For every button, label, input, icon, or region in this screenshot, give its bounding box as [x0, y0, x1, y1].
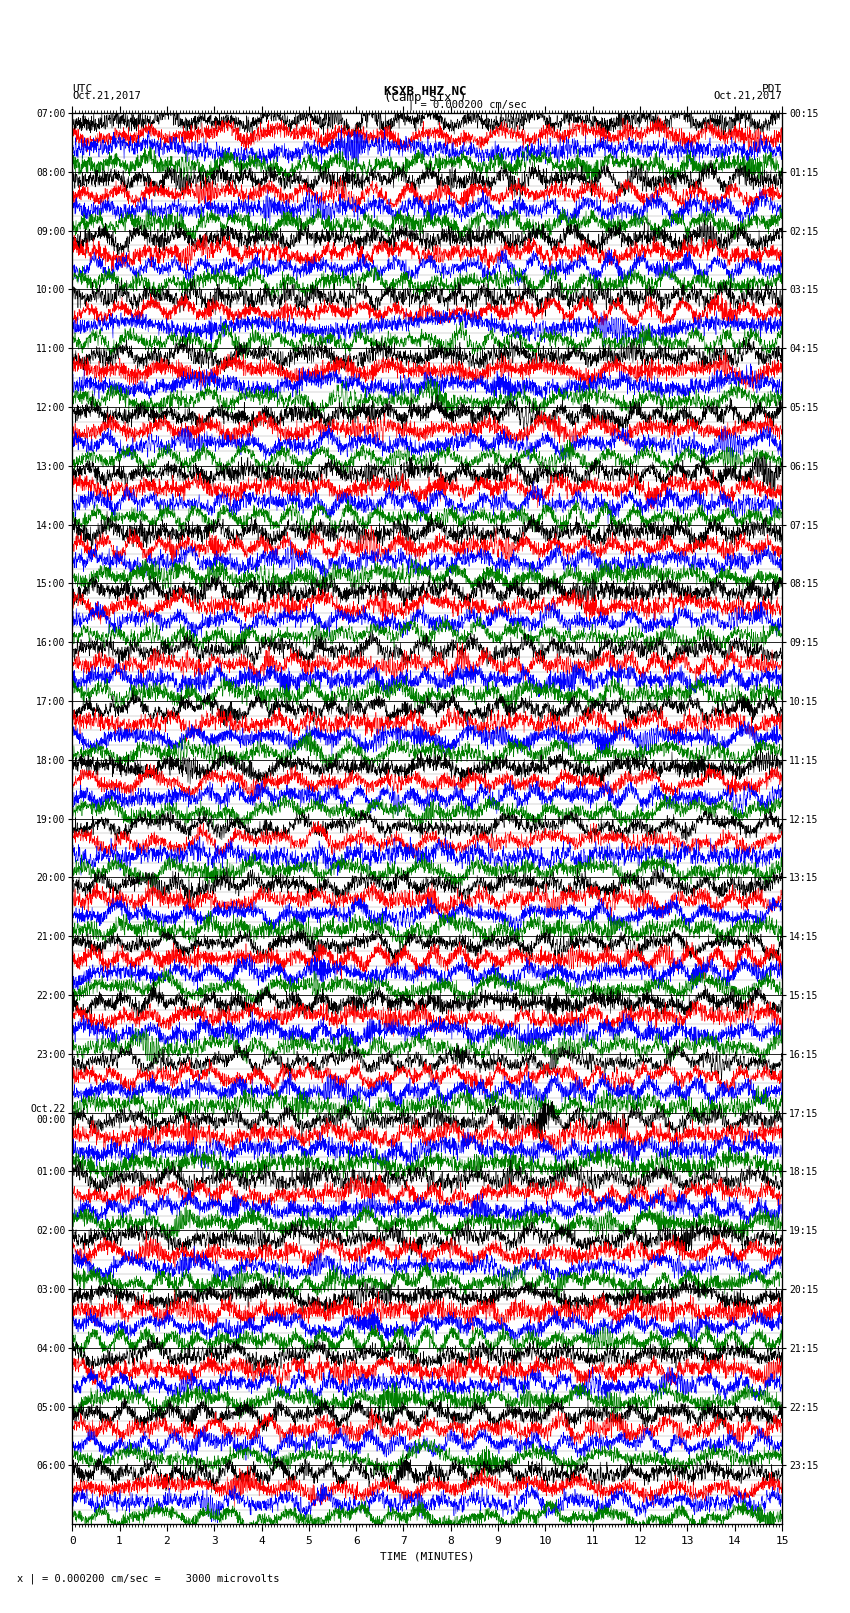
Text: PDT: PDT [762, 84, 782, 94]
X-axis label: TIME (MINUTES): TIME (MINUTES) [380, 1552, 474, 1561]
Text: UTC: UTC [72, 84, 93, 94]
Text: Oct.21,2017: Oct.21,2017 [72, 90, 141, 100]
Text: KSXB HHZ NC: KSXB HHZ NC [383, 84, 467, 97]
Text: x | = 0.000200 cm/sec =    3000 microvolts: x | = 0.000200 cm/sec = 3000 microvolts [17, 1573, 280, 1584]
Text: Oct.21,2017: Oct.21,2017 [713, 90, 782, 100]
Text: | = 0.000200 cm/sec: | = 0.000200 cm/sec [408, 100, 527, 111]
Text: (Camp Six ): (Camp Six ) [383, 90, 467, 105]
